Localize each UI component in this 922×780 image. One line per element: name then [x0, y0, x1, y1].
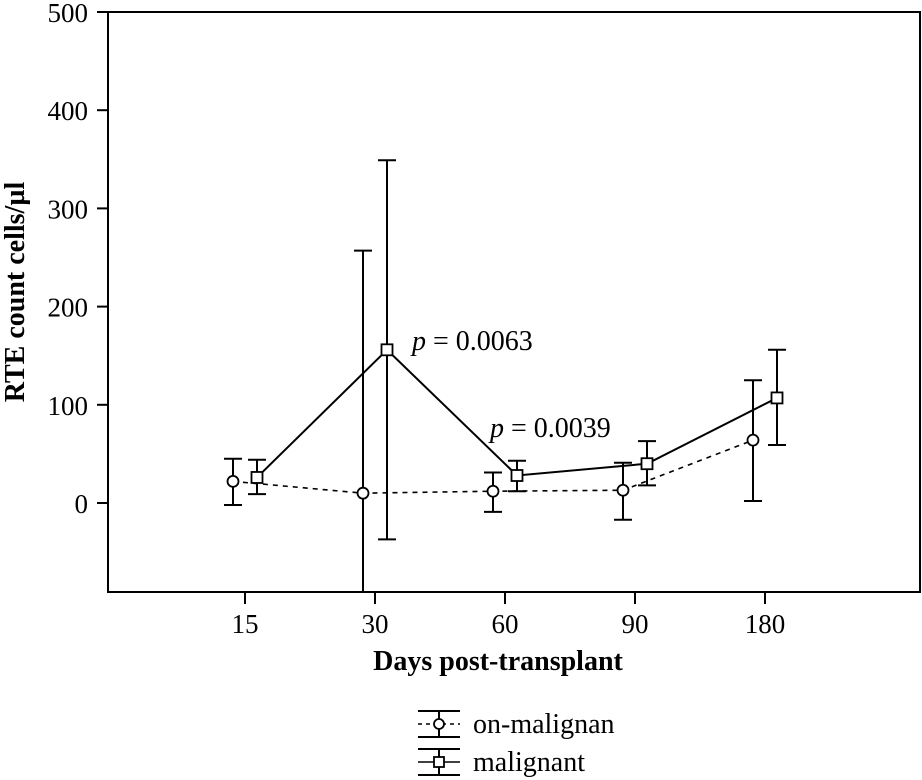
data-point — [250, 471, 264, 484]
data-point — [770, 391, 784, 405]
y-axis: 0 100 200 300 400 500 — [48, 0, 108, 519]
y-tick-label: 400 — [48, 96, 89, 126]
x-tick-label: 180 — [745, 609, 786, 639]
y-tick-label: 300 — [48, 194, 89, 224]
x-tick-label: 90 — [622, 609, 649, 639]
data-point — [510, 469, 524, 482]
series-group — [224, 159, 786, 592]
p-value: = 0.0063 — [426, 326, 533, 357]
data-point — [486, 484, 500, 498]
data-point — [380, 343, 394, 357]
legend-marker-circle-icon — [433, 718, 445, 730]
legend-label: on-malignan — [473, 709, 615, 740]
p-symbol: p — [488, 413, 504, 444]
plot-frame — [107, 11, 921, 593]
x-tick-label: 30 — [362, 609, 389, 639]
data-point — [746, 433, 760, 447]
p-value-annotation: p = 0.0039 — [488, 413, 611, 444]
x-axis-title: Days post-transplant — [373, 646, 623, 677]
data-point — [640, 457, 654, 471]
legend-item: on-malignan — [418, 709, 615, 740]
p-value-annotation: p = 0.0063 — [410, 326, 533, 357]
y-axis-title: RTE count cells/µl — [0, 182, 31, 403]
legend-marker-square-icon — [433, 756, 445, 768]
legend-item: malignant — [418, 747, 585, 778]
data-point — [616, 483, 630, 497]
series-malignant — [248, 159, 786, 541]
y-tick-label: 200 — [48, 293, 89, 323]
y-tick-label: 500 — [48, 0, 89, 28]
data-point — [356, 486, 370, 500]
legend-label: malignant — [473, 747, 585, 778]
x-tick-label: 60 — [492, 609, 519, 639]
x-axis: 15 30 60 90 180 — [232, 592, 786, 639]
p-value: = 0.0039 — [504, 413, 611, 444]
y-tick-label: 0 — [75, 489, 89, 519]
y-tick-label: 100 — [48, 391, 89, 421]
data-point — [226, 474, 240, 488]
p-symbol: p — [410, 326, 426, 357]
x-tick-label: 15 — [232, 609, 259, 639]
series-on-malignan — [224, 249, 762, 592]
legend: on-malignan malignant — [418, 709, 615, 778]
